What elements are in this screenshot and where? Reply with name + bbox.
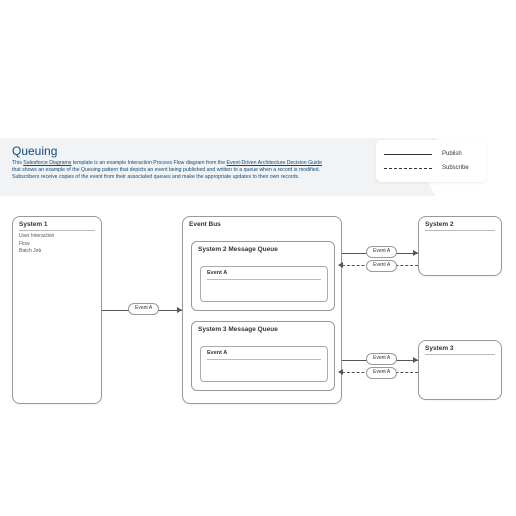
queue1-box: System 2 Message Queue Event A	[191, 241, 335, 311]
system2-box: System 2	[418, 216, 502, 276]
list-item: User Interaction	[19, 233, 95, 241]
system2-title: System 2	[419, 217, 501, 230]
edge-label: Event A	[366, 367, 397, 379]
queue1-event: Event A	[200, 266, 328, 302]
header-description: This Salesforce Diagrams template is an …	[12, 160, 322, 181]
queue2-box: System 3 Message Queue Event A	[191, 321, 335, 391]
arrow-icon	[338, 262, 343, 268]
subscribe-line-icon	[384, 168, 432, 169]
desc-text: This	[12, 160, 23, 166]
legend-row-publish: Publish	[384, 151, 478, 157]
diagram-canvas: System 1 User Interaction Flow Batch Job…	[0, 210, 516, 430]
edge-label: Event A	[128, 303, 159, 315]
legend: Publish Subscribe	[376, 140, 486, 182]
edge-label: Event A	[366, 246, 397, 258]
arrow-icon	[413, 357, 418, 363]
edge-label: Event A	[366, 260, 397, 272]
system1-title: System 1	[13, 217, 101, 230]
queue2-title: System 3 Message Queue	[192, 322, 334, 335]
legend-row-subscribe: Subscribe	[384, 165, 478, 171]
arrow-icon	[177, 307, 182, 313]
arrow-icon	[413, 250, 418, 256]
page-title: Queuing	[12, 144, 57, 158]
eventbus-box: Event Bus System 2 Message Queue Event A…	[182, 216, 342, 404]
legend-label: Publish	[442, 151, 462, 157]
link-decision-guide[interactable]: Event-Driven Architecture Decision Guide	[227, 160, 322, 166]
arrow-icon	[338, 369, 343, 375]
list-item: Batch Job	[19, 248, 95, 256]
system3-box: System 3	[418, 340, 502, 400]
publish-line-icon	[384, 154, 432, 155]
link-salesforce-diagrams[interactable]: Salesforce Diagrams	[23, 160, 71, 166]
queue2-event: Event A	[200, 346, 328, 382]
queue1-title: System 2 Message Queue	[192, 242, 334, 255]
system3-title: System 3	[419, 341, 501, 354]
system1-box: System 1 User Interaction Flow Batch Job	[12, 216, 102, 404]
legend-label: Subscribe	[442, 165, 469, 171]
event-label: Event A	[201, 347, 327, 359]
event-label: Event A	[201, 267, 327, 279]
eventbus-title: Event Bus	[183, 217, 341, 230]
edge-label: Event A	[366, 353, 397, 365]
list-item: Flow	[19, 241, 95, 249]
desc-text: template is an example Interaction Proce…	[71, 160, 226, 166]
system1-items: User Interaction Flow Batch Job	[13, 231, 101, 258]
desc-text: that shows an example of the Queuing pat…	[12, 167, 320, 180]
